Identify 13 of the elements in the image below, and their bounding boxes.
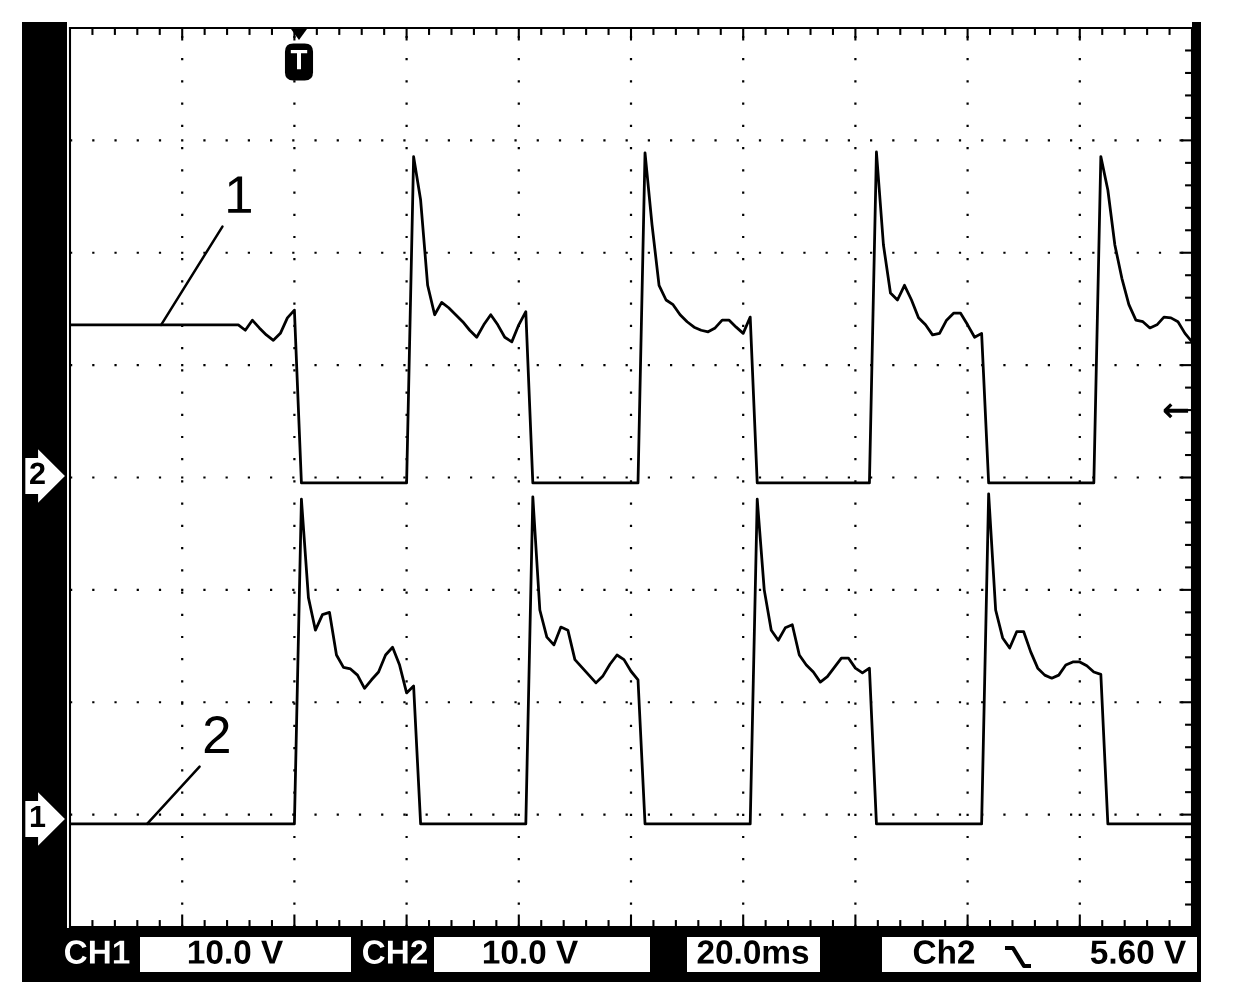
text: 1: [228, 176, 251, 213]
text: 2: [30, 462, 45, 484]
text: 10.0 V: [483, 940, 578, 964]
text: CH2: [363, 940, 428, 964]
text: Ch2: [913, 939, 975, 964]
annotation: ←: [1163, 403, 1189, 419]
text: 20.0ms: [697, 940, 809, 964]
text: 10.0 V: [188, 940, 283, 964]
text: 5.60 V: [1090, 940, 1186, 964]
series-label: 2: [204, 716, 229, 753]
text: T: [290, 50, 308, 70]
text: CH1: [65, 940, 130, 964]
text: 1: [30, 805, 46, 827]
